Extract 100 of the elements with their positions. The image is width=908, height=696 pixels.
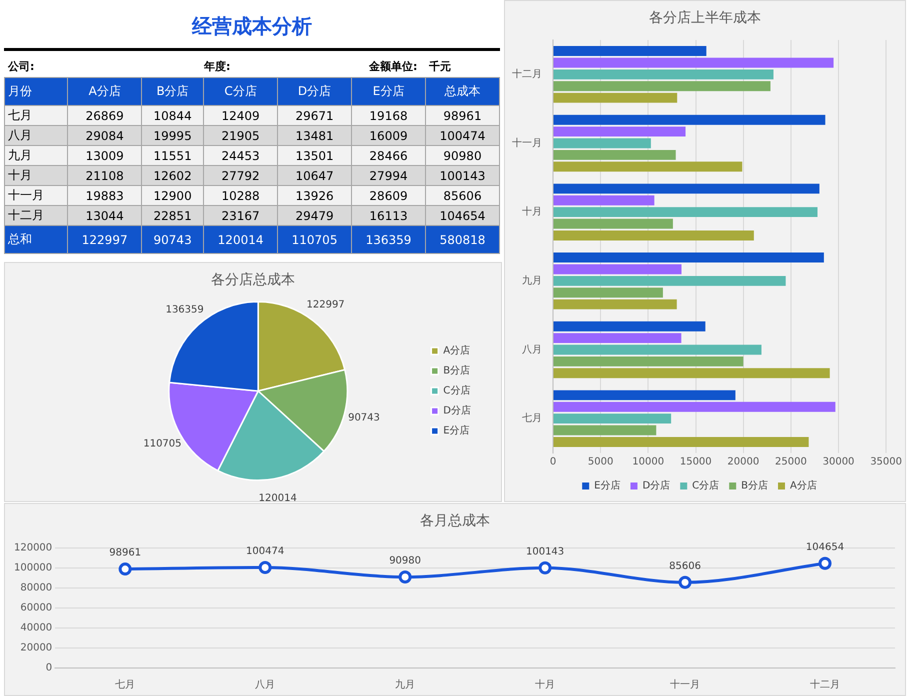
series-label: 总成本 xyxy=(426,78,500,106)
data-label: 10288 xyxy=(204,186,278,206)
bar xyxy=(554,344,762,355)
x-tick-label: 20000 xyxy=(727,456,760,468)
bar xyxy=(554,425,656,436)
data-label: 12409 xyxy=(204,106,278,126)
series-label: D分店 xyxy=(278,78,352,106)
bar xyxy=(554,114,826,125)
text: 经营成本分析 xyxy=(4,0,500,51)
chart-title: 各月总成本 xyxy=(419,512,491,530)
point xyxy=(678,576,692,589)
data-label: 27792 xyxy=(204,166,278,186)
y-tick-label: 十一月 xyxy=(512,136,542,149)
data-label: 110705 xyxy=(278,226,352,254)
text: 金额单位: xyxy=(369,59,418,74)
text: 公司: xyxy=(8,59,34,74)
chart-title: 各分店上半年成本 xyxy=(648,9,762,27)
data-label: 19883 xyxy=(68,186,142,206)
data-label: 90980 xyxy=(426,146,500,166)
y-tick-label: 100000 xyxy=(14,562,52,574)
data-label: 85606 xyxy=(426,186,500,206)
bar xyxy=(554,207,818,218)
y-tick-label: 九月 xyxy=(522,274,542,287)
series-label: C分店 xyxy=(204,78,278,106)
data-label: 10647 xyxy=(278,166,352,186)
bar xyxy=(554,81,770,92)
data-label: 16009 xyxy=(352,126,426,146)
point xyxy=(258,561,272,574)
data-label: 11551 xyxy=(142,146,204,166)
x-tick-label: 七月 xyxy=(115,678,136,691)
bar xyxy=(554,252,824,262)
data-label: 100143 xyxy=(426,166,500,186)
data-label: 120014 xyxy=(204,226,278,254)
data-label: 100474 xyxy=(426,126,500,146)
data-label: 12602 xyxy=(142,166,204,186)
bar xyxy=(554,356,744,366)
data-label: 98961 xyxy=(109,548,142,559)
x-tick-label: 30000 xyxy=(822,456,854,468)
data-label: 22851 xyxy=(142,206,204,226)
x-tick-label: 10000 xyxy=(632,456,664,468)
data-label: 26869 xyxy=(68,106,142,126)
data-label: 23167 xyxy=(204,206,278,226)
y-tick-label: 40000 xyxy=(20,622,52,634)
y-tick-label: 120000 xyxy=(14,542,52,554)
point xyxy=(398,570,412,584)
data-label: 13009 xyxy=(68,146,142,166)
bar xyxy=(554,321,706,332)
text: 月份 xyxy=(4,78,68,106)
data-label: 29084 xyxy=(68,126,142,146)
bar xyxy=(554,264,682,274)
bar xyxy=(554,92,678,103)
data-label: 28609 xyxy=(352,186,426,206)
x-tick-label: 0 xyxy=(550,456,556,468)
data-label: 19995 xyxy=(142,126,204,146)
data-label: 28466 xyxy=(352,146,426,166)
data-label: 85606 xyxy=(669,560,701,572)
y-tick-label: 60000 xyxy=(20,602,52,614)
category-label: 总和 xyxy=(4,226,68,254)
data-label: 10844 xyxy=(142,106,204,126)
legend-label: A分店 xyxy=(443,344,470,357)
bar xyxy=(554,195,654,206)
bar xyxy=(554,230,754,240)
x-tick-label: 十二月 xyxy=(810,678,840,691)
y-tick-label: 八月 xyxy=(522,344,542,356)
bar xyxy=(554,437,809,447)
y-tick-label: 十二月 xyxy=(512,68,542,80)
bar xyxy=(554,414,672,424)
bar xyxy=(554,288,663,298)
legend-label: C分店 xyxy=(692,480,720,492)
data-label: 136359 xyxy=(352,226,426,254)
point xyxy=(538,561,552,574)
x-tick-label: 35000 xyxy=(870,456,902,468)
y-tick-label: 0 xyxy=(46,662,52,674)
y-tick-label: 十月 xyxy=(522,206,542,218)
legend-label: D分店 xyxy=(443,404,472,417)
bar xyxy=(554,299,677,310)
point xyxy=(118,562,132,576)
data-label: 90980 xyxy=(389,556,422,567)
data-label: 13501 xyxy=(278,146,352,166)
data-label: 21108 xyxy=(68,166,142,186)
bar xyxy=(554,368,830,378)
bar xyxy=(554,390,736,400)
data-label: 104654 xyxy=(426,206,500,226)
data-label: 12900 xyxy=(142,186,204,206)
bar xyxy=(554,69,774,80)
bar xyxy=(554,58,834,68)
legend-label: E分店 xyxy=(594,480,620,492)
data-label: 13926 xyxy=(278,186,352,206)
text: 年度: xyxy=(204,59,230,74)
chart-title: 各分店总成本 xyxy=(210,271,296,289)
data-label: 100474 xyxy=(246,546,284,558)
data-label: 21905 xyxy=(204,126,278,146)
text: 千元 xyxy=(429,59,451,74)
data-label: 13044 xyxy=(68,206,142,226)
data-label: 110705 xyxy=(143,438,182,450)
point xyxy=(818,556,832,570)
bar xyxy=(554,218,673,229)
bar xyxy=(554,150,676,160)
data-label: 13481 xyxy=(278,126,352,146)
data-label: 104654 xyxy=(806,542,844,553)
